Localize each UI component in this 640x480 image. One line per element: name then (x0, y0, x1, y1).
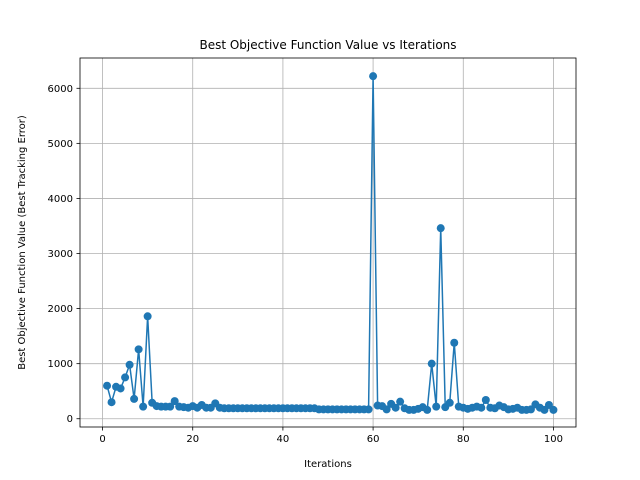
x-axis-label: Iterations (304, 459, 352, 470)
x-tick-label: 20 (186, 434, 199, 445)
x-tick-label: 80 (457, 434, 470, 445)
data-point (107, 398, 116, 407)
grid-lines (80, 58, 576, 427)
data-point (170, 397, 179, 406)
data-point (436, 224, 445, 233)
data-point (432, 402, 441, 411)
data-point (396, 397, 405, 406)
data-point (423, 405, 432, 414)
data-point (427, 359, 436, 368)
data-point (103, 381, 112, 390)
data-point (450, 338, 459, 347)
x-tick-label: 0 (99, 434, 105, 445)
y-axis-label: Best Objective Function Value (Best Trac… (17, 115, 28, 370)
y-tick-label: 1000 (48, 359, 73, 370)
data-point (445, 398, 454, 407)
plot-frame (79, 57, 577, 428)
data-point (549, 405, 558, 414)
x-tick-label: 100 (544, 434, 563, 445)
data-point (116, 384, 125, 393)
y-tick-label: 6000 (48, 84, 73, 95)
data-point (125, 360, 134, 369)
x-axis-ticks: 0 20 40 60 80 100 (99, 427, 563, 445)
y-axis-ticks: 0 1000 2000 3000 4000 5000 6000 (48, 84, 80, 425)
series-line-group (106, 75, 555, 411)
data-point (382, 405, 391, 414)
chart-title: Best Objective Function Value vs Iterati… (199, 38, 456, 52)
y-tick-label: 3000 (48, 249, 73, 260)
x-tick-label: 40 (277, 434, 290, 445)
data-point (481, 396, 490, 405)
series-line (106, 75, 555, 411)
y-tick-label: 5000 (48, 139, 73, 150)
data-point (477, 403, 486, 412)
data-point (134, 345, 143, 354)
y-tick-label: 2000 (48, 304, 73, 315)
data-points (103, 72, 558, 414)
data-point (139, 402, 148, 411)
data-point (121, 373, 130, 382)
data-point (364, 405, 373, 414)
data-point (130, 394, 139, 403)
data-point (391, 403, 400, 412)
x-tick-label: 60 (367, 434, 380, 445)
y-tick-label: 0 (67, 414, 73, 425)
y-tick-label: 4000 (48, 194, 73, 205)
data-point (143, 312, 152, 321)
data-point (369, 72, 378, 81)
data-point (166, 402, 175, 411)
